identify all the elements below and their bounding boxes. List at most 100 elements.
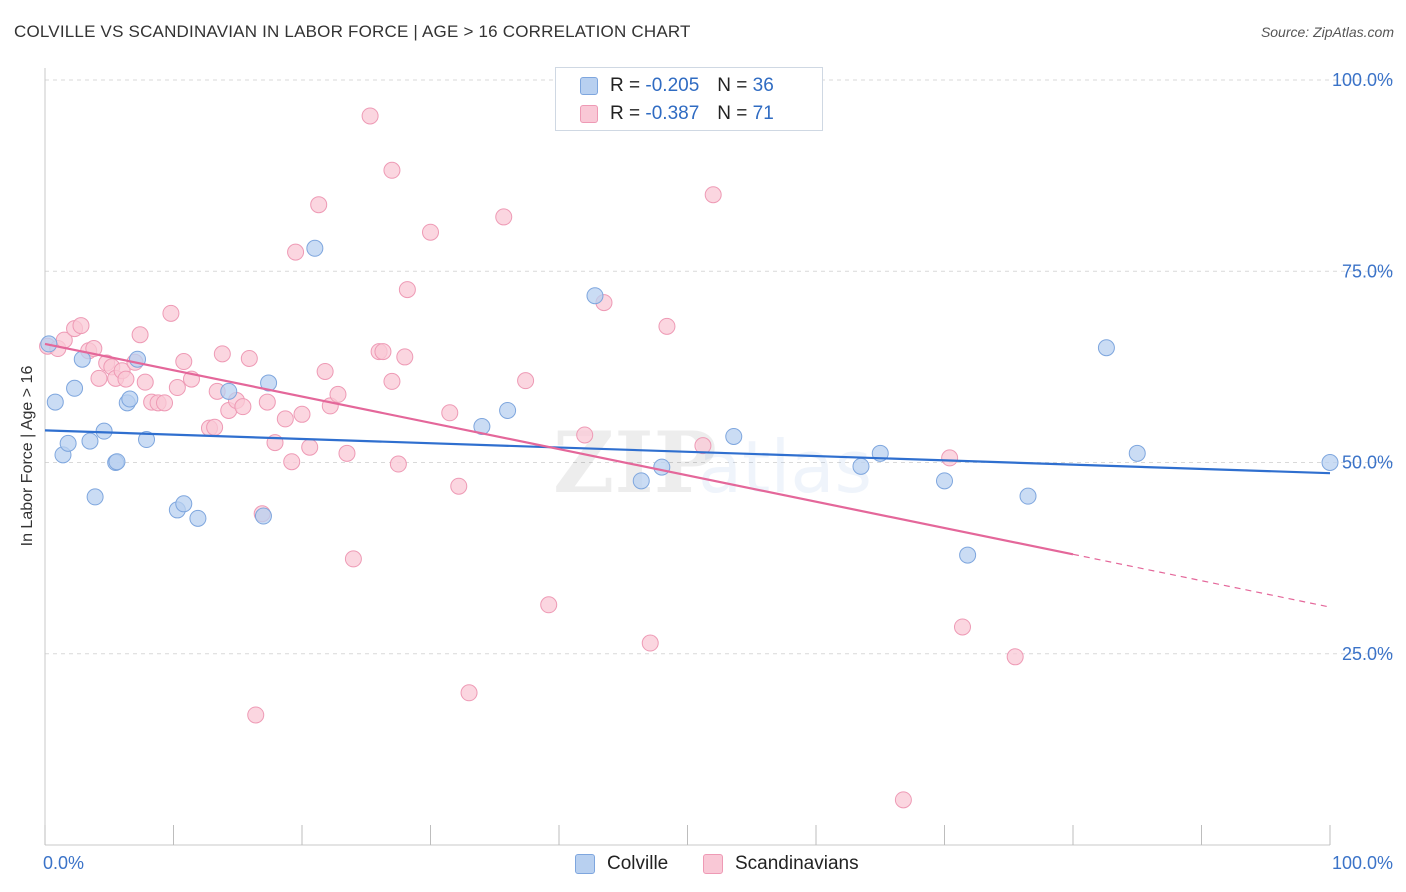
scandinavians-point	[206, 418, 224, 436]
y-tick-label: 100.0%	[1332, 70, 1393, 90]
y-tick-label: 50.0%	[1342, 453, 1393, 473]
scandinavians-point	[396, 348, 414, 366]
scandinavians-point	[234, 398, 252, 416]
scandinavians-point	[704, 186, 722, 204]
colville-point	[936, 472, 953, 490]
chart-title: COLVILLE VS SCANDINAVIAN IN LABOR FORCE …	[14, 22, 691, 41]
legend-item-scandinavians[interactable]: Scandinavians	[703, 851, 859, 877]
scandinavians-point	[450, 477, 468, 495]
colville-point	[725, 427, 743, 445]
colville-point	[108, 453, 126, 471]
colville-point	[499, 401, 517, 419]
scandinavians-point	[441, 404, 459, 422]
scandinavians-point	[658, 317, 676, 335]
colville-point	[1128, 444, 1146, 462]
colville-point	[586, 287, 604, 305]
scandinavians-point	[301, 438, 319, 456]
legend-colville-label: Colville	[607, 853, 669, 874]
colville-trend-line	[44, 429, 1331, 475]
colville-point	[138, 431, 156, 449]
colville-point	[852, 457, 870, 475]
source-label: Source: ZipAtlas.com	[1260, 24, 1394, 40]
stats-box: R = -0.205 N = 36 R = -0.387 N = 71	[555, 67, 823, 131]
scandinavians-trend-line	[44, 342, 1074, 556]
scandinavians-point	[329, 385, 347, 403]
scandinavians-point	[495, 208, 513, 226]
colville-point	[254, 507, 272, 525]
legend-scandinavians-swatch	[703, 854, 723, 874]
scandinavians-point	[72, 317, 90, 335]
colville-point	[86, 488, 104, 506]
scandinavians-point	[517, 372, 535, 390]
colville-point	[59, 434, 77, 452]
scandinavians-point	[398, 281, 416, 299]
scandinavians-point	[136, 373, 154, 391]
colville-point	[66, 379, 84, 397]
scandinavians-point	[344, 550, 362, 568]
scandinavians-r-value: -0.387	[645, 103, 700, 124]
stats-row-scandinavians: R = -0.387 N = 71	[580, 101, 774, 127]
scandinavians-point	[374, 343, 392, 361]
scandinavians-point	[287, 243, 305, 261]
x-tick-label-min: 0.0%	[43, 853, 84, 873]
colville-point	[1097, 339, 1115, 357]
scandinavians-point	[641, 634, 659, 652]
scandinavians-point	[383, 372, 401, 390]
scandinavians-point	[310, 196, 328, 214]
legend-item-colville[interactable]: Colville	[575, 851, 668, 877]
colville-point	[306, 239, 324, 257]
scandinavians-r-label: R =	[610, 103, 641, 124]
colville-r-label: R =	[610, 75, 641, 96]
stats-row-colville: R = -0.205 N = 36	[580, 73, 774, 99]
legend-scandinavians-label: Scandinavians	[735, 853, 859, 874]
colville-point	[473, 418, 491, 436]
scandinavians-point	[1006, 648, 1024, 666]
scandinavians-point	[117, 370, 135, 388]
y-tick-label: 25.0%	[1342, 644, 1393, 664]
scandinavians-point	[389, 455, 407, 473]
colville-r-value: -0.205	[645, 75, 700, 96]
scandinavians-swatch	[580, 105, 598, 123]
x-tick-label-max: 100.0%	[1332, 853, 1393, 873]
scandinavians-point	[213, 345, 231, 363]
scandinavians-point	[460, 684, 478, 702]
scandinavians-point	[175, 353, 193, 371]
colville-point	[260, 374, 278, 392]
scandinavians-point	[240, 349, 258, 367]
colville-point	[1019, 487, 1037, 505]
scandinavians-point	[361, 107, 379, 125]
colville-swatch	[580, 77, 598, 95]
scandinavians-point	[293, 405, 311, 423]
scandinavians-point	[941, 449, 959, 467]
scandinavians-point	[258, 393, 276, 411]
watermark-zip: ZIP	[553, 413, 717, 512]
colville-n-label: N =	[717, 75, 748, 96]
scandinavians-point	[247, 706, 265, 724]
colville-point	[959, 546, 977, 564]
colville-point	[632, 472, 650, 490]
scandinavians-point	[694, 437, 712, 455]
scandinavians-point	[276, 410, 294, 428]
colville-point	[121, 390, 139, 408]
colville-point	[653, 458, 671, 476]
colville-n-value: 36	[752, 75, 774, 96]
scandinavians-point	[953, 618, 971, 636]
scandinavians-point	[576, 426, 594, 444]
scandinavians-point	[156, 394, 174, 412]
colville-point	[189, 509, 207, 527]
scandinavians-point	[540, 596, 558, 614]
colville-point	[1321, 454, 1339, 471]
colville-point	[220, 382, 238, 400]
colville-point	[175, 495, 193, 513]
scandinavians-point	[422, 223, 439, 241]
scandinavians-point	[283, 453, 301, 471]
scandinavians-point	[168, 379, 186, 397]
scandinavians-point	[338, 444, 356, 462]
scandinavians-point	[894, 791, 912, 809]
scandinavians-point	[383, 161, 401, 179]
scandinavians-n-label: N =	[717, 103, 748, 124]
legend-colville-swatch	[575, 854, 595, 874]
scandinavians-n-value: 71	[752, 103, 774, 124]
scandinavians-point	[131, 326, 149, 344]
